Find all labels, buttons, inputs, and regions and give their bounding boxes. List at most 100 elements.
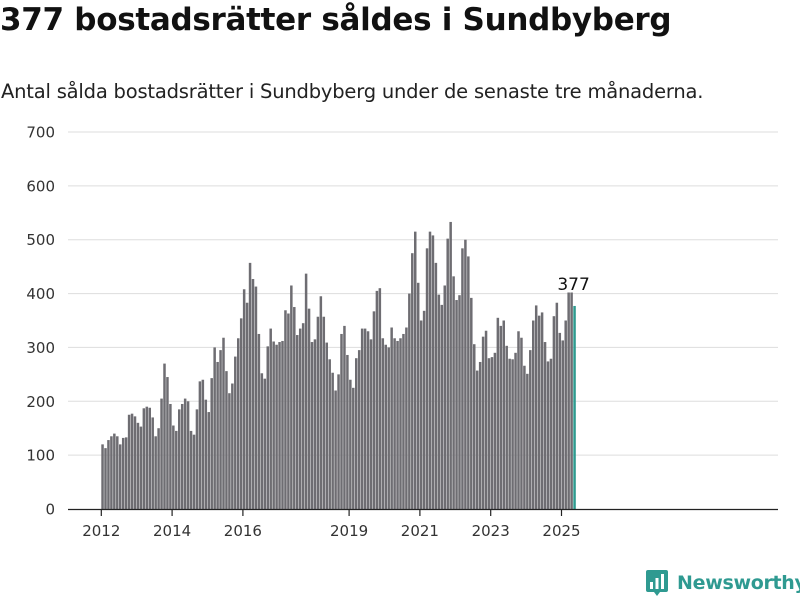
- x-tick-label: 2023: [472, 522, 510, 540]
- bar: [490, 357, 494, 509]
- bar: [195, 409, 199, 509]
- bar: [508, 358, 511, 509]
- bar: [107, 440, 110, 509]
- bar: [437, 294, 441, 509]
- bar: [110, 436, 113, 509]
- bar: [517, 331, 520, 509]
- bar: [136, 422, 140, 509]
- bar: [257, 333, 261, 509]
- bar: [322, 316, 326, 509]
- x-tick-label: 2021: [401, 522, 439, 540]
- y-tick-label: 400: [26, 285, 55, 303]
- bar: [201, 379, 205, 509]
- bar: [254, 286, 258, 509]
- bar: [266, 346, 269, 509]
- bar: [154, 436, 157, 509]
- bar: [411, 253, 414, 509]
- bar: [487, 358, 491, 509]
- bar: [222, 337, 225, 509]
- bar: [369, 339, 373, 509]
- y-tick-label: 700: [26, 124, 55, 142]
- bar: [331, 372, 334, 509]
- bar: [113, 433, 116, 509]
- y-axis-ticks: 0 100 200 300 400 500 600 700: [26, 124, 55, 519]
- bar: [422, 310, 426, 509]
- bar: [269, 328, 272, 509]
- bar: [180, 403, 184, 509]
- bar: [207, 412, 210, 509]
- bar: [116, 436, 119, 509]
- x-axis-ticks: 2012 2014 2016 2019 2021 2023 2025: [82, 509, 581, 540]
- bar: [419, 320, 423, 509]
- bar: [101, 444, 104, 509]
- bar: [349, 379, 352, 509]
- bar: [304, 273, 308, 509]
- bar: [313, 339, 317, 509]
- bar: [163, 363, 166, 509]
- bar: [502, 320, 505, 509]
- bar: [405, 327, 408, 509]
- bar: [328, 359, 331, 509]
- bar: [169, 403, 172, 509]
- bar: [402, 333, 405, 509]
- bar: [151, 417, 154, 509]
- bar: [284, 310, 287, 509]
- bar: [523, 365, 526, 509]
- bar: [234, 356, 237, 509]
- bar: [175, 430, 178, 509]
- bar: [555, 302, 559, 509]
- bar: [464, 239, 467, 509]
- bar: [399, 338, 402, 509]
- bar: [363, 328, 367, 509]
- bar: [446, 238, 449, 509]
- bar: [540, 312, 544, 509]
- bar: [514, 352, 517, 509]
- bar-highlight: [573, 305, 576, 509]
- bar: [139, 426, 143, 509]
- bar: [298, 328, 302, 509]
- bar: [183, 398, 187, 509]
- bar: [567, 292, 570, 509]
- bar: [263, 378, 267, 509]
- bar: [148, 407, 151, 509]
- bar: [526, 373, 529, 509]
- bar: [440, 304, 444, 509]
- bar: [343, 325, 346, 509]
- bar: [475, 370, 479, 509]
- bar: [387, 347, 390, 509]
- chart-title: 377 bostadsrätter såldes i Sundbyberg: [0, 2, 672, 38]
- bar: [360, 328, 364, 509]
- bar: [505, 345, 508, 509]
- bar: [416, 282, 420, 509]
- x-tick-label: 2019: [330, 522, 368, 540]
- bar: [340, 333, 343, 509]
- bar: [478, 361, 482, 509]
- y-tick-label: 600: [26, 177, 55, 195]
- bar: [529, 350, 532, 509]
- bar: [121, 437, 125, 509]
- bar: [570, 292, 573, 509]
- data-labels: 377: [557, 275, 589, 295]
- bar: [172, 425, 175, 509]
- bar: [231, 383, 234, 509]
- bars: [101, 221, 576, 509]
- bar: [316, 316, 320, 509]
- bar: [357, 350, 361, 509]
- bar: [366, 331, 370, 509]
- bar: [428, 231, 432, 509]
- bar: [561, 340, 564, 509]
- bar: [470, 297, 473, 509]
- bar: [346, 354, 349, 509]
- x-tick-label: 2025: [542, 522, 580, 540]
- bar: [431, 235, 435, 509]
- bar: [484, 330, 488, 509]
- bar: [452, 276, 455, 509]
- bar: [198, 381, 202, 509]
- bar: [166, 377, 169, 509]
- bar: [119, 444, 122, 509]
- x-tick-label: 2012: [82, 522, 120, 540]
- bar: [178, 409, 181, 509]
- y-tick-label: 300: [26, 339, 55, 357]
- bar: [239, 318, 243, 509]
- bar: [434, 262, 438, 509]
